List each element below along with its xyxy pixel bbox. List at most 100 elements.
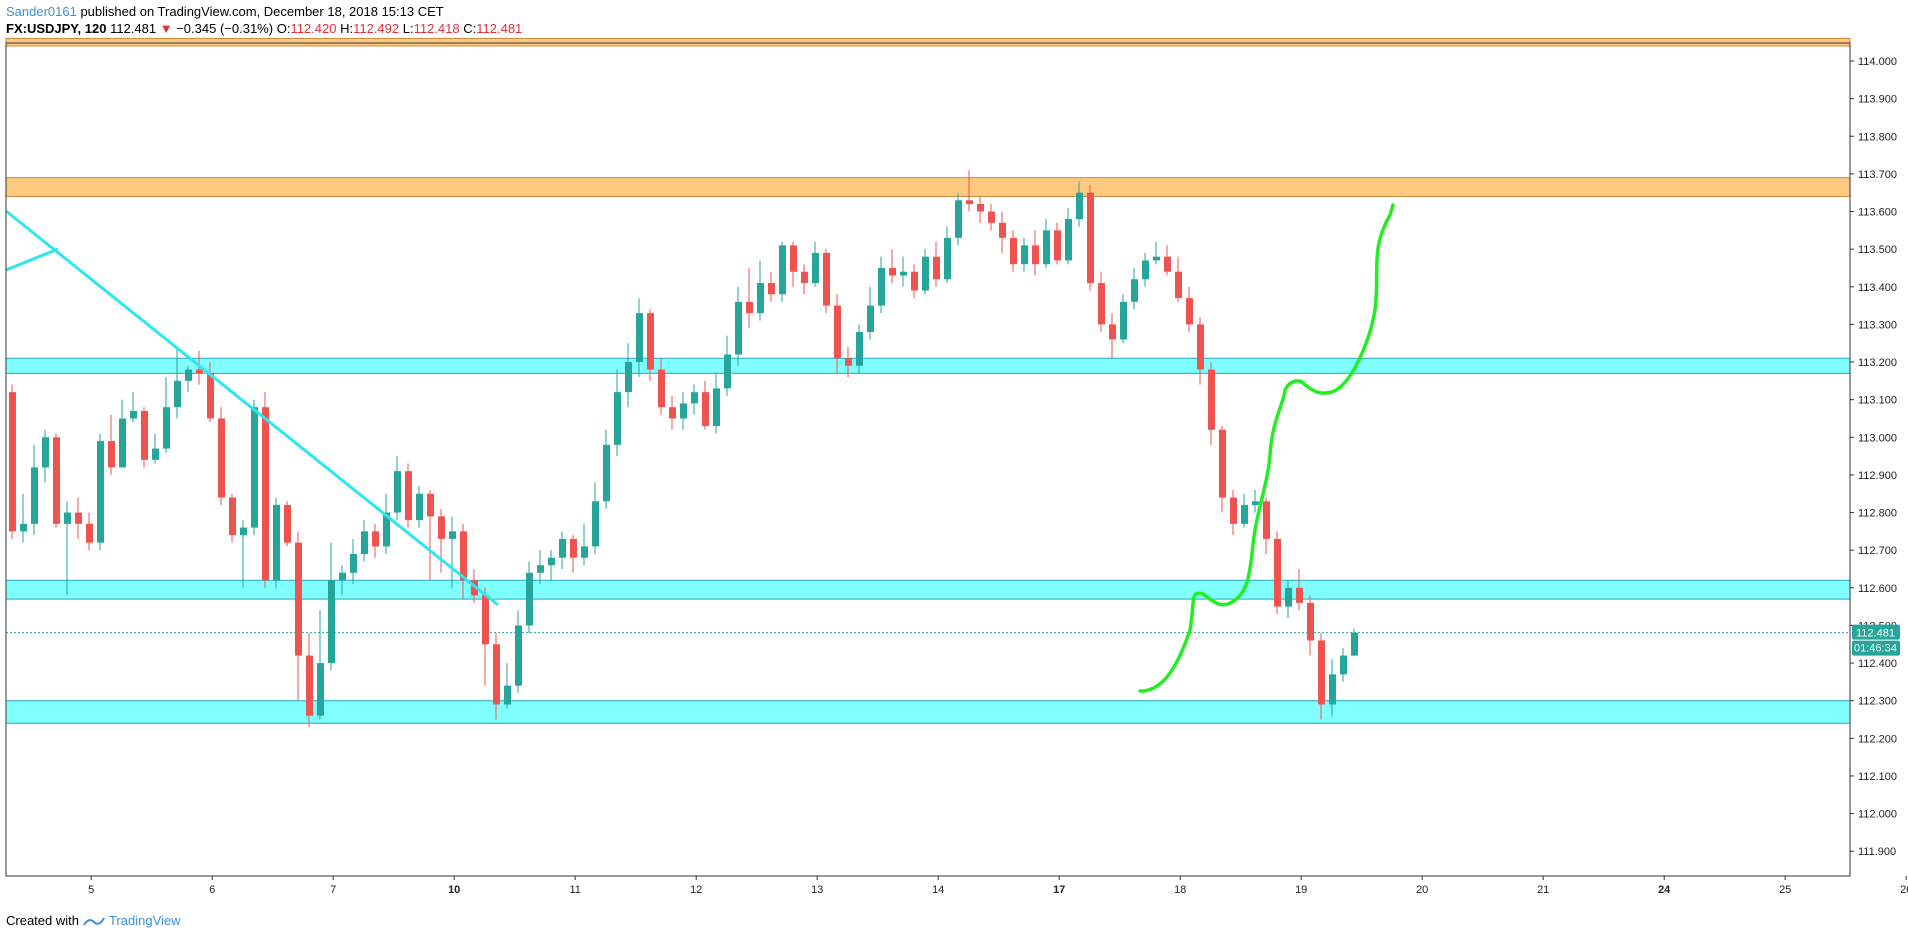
candle[interactable] xyxy=(64,501,71,596)
candle[interactable] xyxy=(416,486,423,528)
candle[interactable] xyxy=(339,565,346,596)
candle[interactable] xyxy=(625,343,632,408)
candle[interactable] xyxy=(713,373,720,434)
candle[interactable] xyxy=(911,264,918,299)
candle[interactable] xyxy=(207,362,214,423)
candle[interactable] xyxy=(361,520,368,562)
candle[interactable] xyxy=(20,493,27,543)
candle[interactable] xyxy=(141,407,148,468)
candle[interactable] xyxy=(647,309,654,381)
candle[interactable] xyxy=(273,497,280,588)
candle[interactable] xyxy=(306,632,313,728)
candle[interactable] xyxy=(163,377,170,453)
candle[interactable] xyxy=(548,550,555,581)
candle[interactable] xyxy=(1065,207,1072,265)
candle[interactable] xyxy=(383,493,390,554)
candle[interactable] xyxy=(449,516,456,588)
candle[interactable] xyxy=(1307,595,1314,656)
candle[interactable] xyxy=(240,520,247,588)
candle[interactable] xyxy=(746,267,753,329)
candle[interactable] xyxy=(1285,580,1292,618)
candle[interactable] xyxy=(878,256,885,314)
candle[interactable] xyxy=(1252,489,1259,513)
candle[interactable] xyxy=(1120,294,1127,344)
candle[interactable] xyxy=(944,226,951,284)
tradingview-brand-link[interactable]: TradingView xyxy=(108,913,181,928)
candle[interactable] xyxy=(768,271,775,302)
candle[interactable] xyxy=(1175,256,1182,302)
candle[interactable] xyxy=(152,433,159,464)
candle[interactable] xyxy=(262,392,269,588)
candle[interactable] xyxy=(438,508,445,573)
candle[interactable] xyxy=(229,493,236,543)
candle[interactable] xyxy=(1153,241,1160,265)
candle[interactable] xyxy=(977,196,984,223)
candle[interactable] xyxy=(1219,426,1226,513)
candle[interactable] xyxy=(1021,237,1028,272)
candle[interactable] xyxy=(1098,271,1105,332)
x-axis[interactable]: 5671011121314171819202124252627 xyxy=(88,876,1908,896)
candle[interactable] xyxy=(570,535,577,573)
candle[interactable] xyxy=(933,241,940,287)
candle[interactable] xyxy=(614,369,621,457)
candle[interactable] xyxy=(1087,185,1094,291)
candle[interactable] xyxy=(1263,497,1270,554)
candle[interactable] xyxy=(1054,222,1061,265)
candle[interactable] xyxy=(581,523,588,566)
candle[interactable] xyxy=(988,203,995,231)
candle[interactable] xyxy=(295,531,302,701)
candle[interactable] xyxy=(526,561,533,633)
candle[interactable] xyxy=(493,632,500,720)
candle[interactable] xyxy=(31,444,38,536)
candle[interactable] xyxy=(174,346,181,419)
candle[interactable] xyxy=(1010,230,1017,272)
candle[interactable] xyxy=(1109,313,1116,359)
candle[interactable] xyxy=(1076,181,1083,227)
candle[interactable] xyxy=(1241,493,1248,528)
candle[interactable] xyxy=(834,294,841,374)
author-link[interactable]: Sander0161 xyxy=(6,4,77,19)
candle[interactable] xyxy=(559,531,566,570)
candle[interactable] xyxy=(53,433,60,528)
trendline-descending[interactable] xyxy=(5,209,499,607)
candle[interactable] xyxy=(427,489,434,581)
candle[interactable] xyxy=(75,497,82,539)
candle[interactable] xyxy=(790,241,797,287)
candle[interactable] xyxy=(394,456,401,521)
zone-blue-4[interactable] xyxy=(5,700,1851,724)
trendline-stub[interactable] xyxy=(5,247,59,272)
candle[interactable] xyxy=(372,523,379,558)
candle[interactable] xyxy=(130,392,137,423)
candle[interactable] xyxy=(691,384,698,415)
candle[interactable] xyxy=(119,399,126,468)
zone-orange-1[interactable] xyxy=(5,177,1851,197)
candle[interactable] xyxy=(328,542,335,671)
candle[interactable] xyxy=(1142,252,1149,287)
candle[interactable] xyxy=(658,358,665,415)
zone-orange-0[interactable] xyxy=(5,37,1851,47)
candle[interactable] xyxy=(1186,286,1193,332)
candle[interactable] xyxy=(1164,245,1171,276)
candle[interactable] xyxy=(218,407,225,506)
candle[interactable] xyxy=(702,380,709,430)
candle[interactable] xyxy=(966,170,973,212)
candle[interactable] xyxy=(592,482,599,554)
candle[interactable] xyxy=(515,610,522,694)
candle[interactable] xyxy=(900,256,907,287)
candle[interactable] xyxy=(1131,267,1138,310)
candle[interactable] xyxy=(955,192,962,246)
candle[interactable] xyxy=(504,663,511,709)
candle[interactable] xyxy=(889,249,896,284)
candle[interactable] xyxy=(1032,230,1039,276)
candle[interactable] xyxy=(823,249,830,314)
candle[interactable] xyxy=(1230,489,1237,536)
candle[interactable] xyxy=(845,346,852,378)
candle[interactable] xyxy=(97,433,104,551)
candle[interactable] xyxy=(1340,648,1347,682)
candle[interactable] xyxy=(482,587,489,686)
candle[interactable] xyxy=(185,365,192,393)
candle[interactable] xyxy=(405,463,412,528)
candle[interactable] xyxy=(350,538,357,585)
candle[interactable] xyxy=(1274,531,1281,615)
candle[interactable] xyxy=(108,414,115,475)
